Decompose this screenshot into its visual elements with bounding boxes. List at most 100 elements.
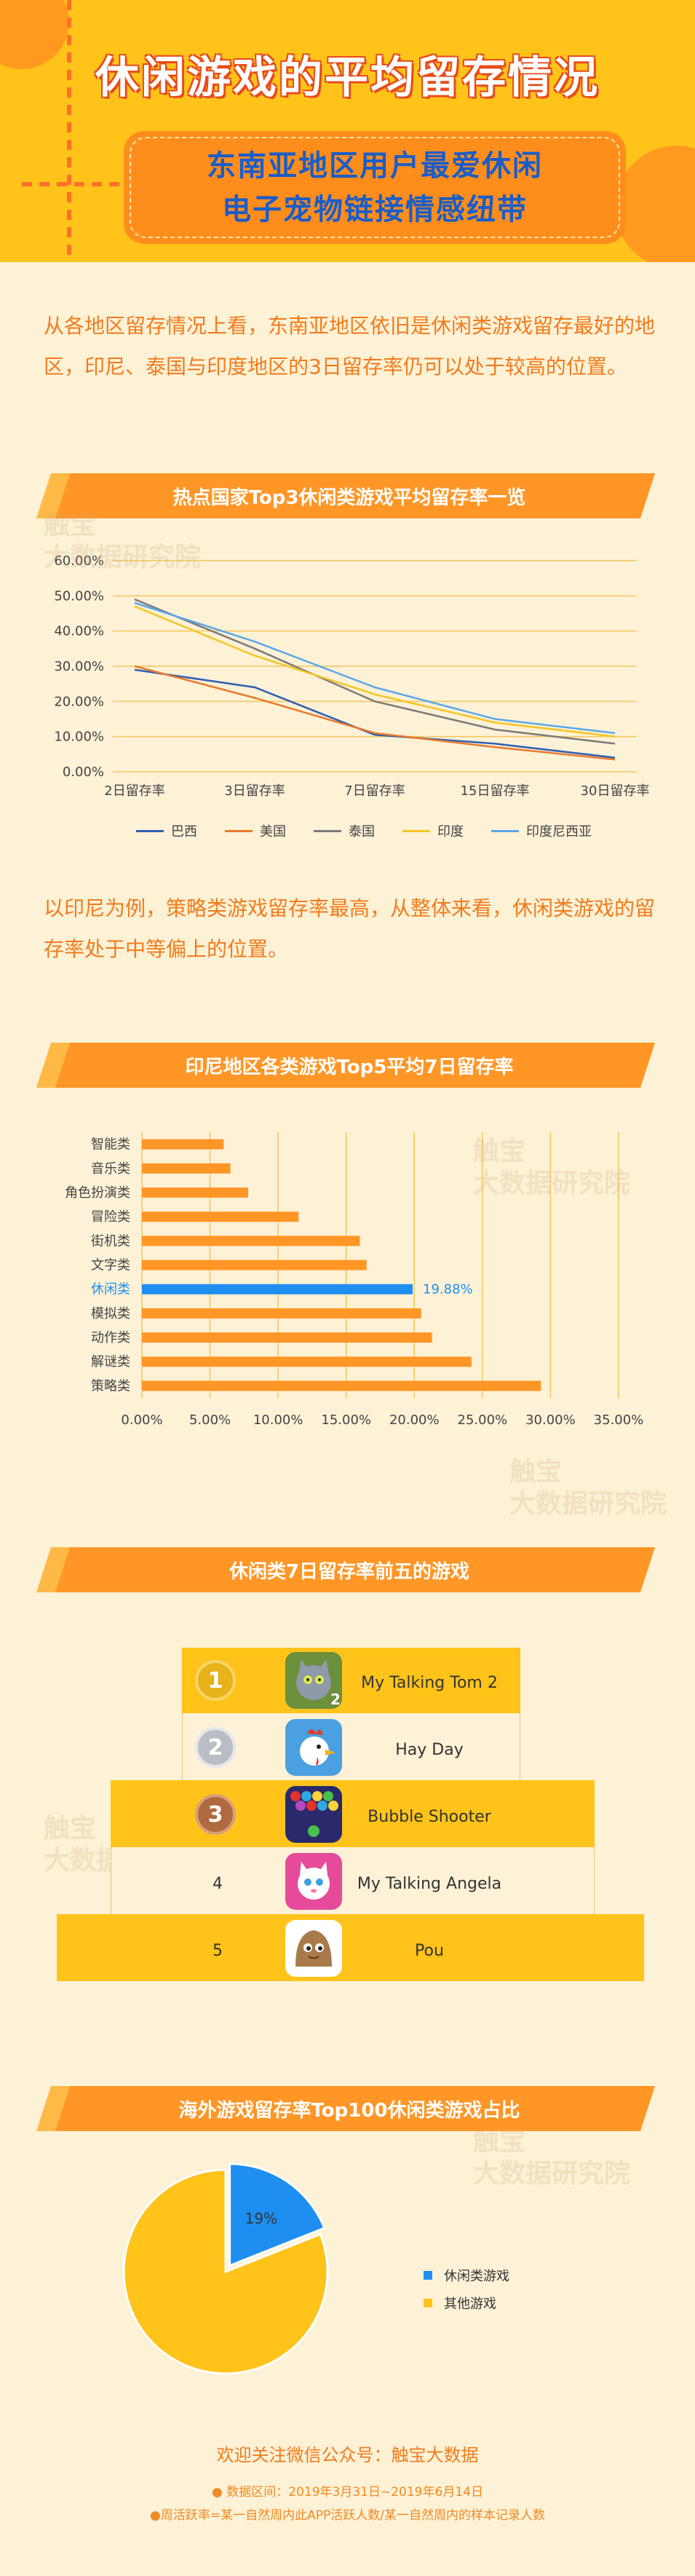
- game-name: Pou: [415, 1942, 444, 1960]
- y-tick-label: 40.00%: [54, 624, 104, 639]
- game-name: Hay Day: [395, 1741, 464, 1759]
- legend-swatch: [491, 829, 519, 832]
- x-tick-label: 15.00%: [321, 1413, 371, 1428]
- bar: [142, 1356, 472, 1367]
- y-category-label: 策略类: [91, 1378, 130, 1394]
- line-chart-legend: 巴西 美国 泰国 印度 印度尼西亚: [109, 820, 619, 842]
- y-category-label: 动作类: [91, 1330, 130, 1346]
- subtitle-line-1: 东南亚地区用户最爱休闲: [207, 149, 543, 183]
- legend-label: 巴西: [171, 824, 197, 839]
- x-tick-label: 3日留存率: [224, 783, 285, 799]
- decorative-dashed-line: [67, 0, 71, 262]
- bar: [142, 1332, 432, 1343]
- pie-slice: [229, 2162, 326, 2267]
- section-header-line-chart: 热点国家Top3休闲类游戏平均留存率一览: [36, 473, 656, 518]
- x-tick-label: 30.00%: [525, 1413, 576, 1428]
- y-tick-label: 0.00%: [63, 764, 104, 780]
- y-category-label: 解谜类: [91, 1354, 130, 1370]
- x-tick-label: 30日留存率: [581, 783, 650, 799]
- legend-item: 印度尼西亚: [491, 820, 592, 842]
- x-tick-label: 15日留存率: [461, 783, 530, 799]
- y-category-label: 冒险类: [91, 1209, 130, 1225]
- pie-chart: 19%: [122, 2162, 329, 2375]
- rank-row-bg: [182, 1648, 520, 1713]
- rank-row-bg: [57, 1914, 644, 1981]
- bar: [142, 1260, 367, 1271]
- rank-row-bg: [111, 1847, 595, 1914]
- game-name: Bubble Shooter: [368, 1808, 491, 1826]
- bar: [142, 1236, 360, 1246]
- y-category-label: 角色扮演类: [65, 1185, 130, 1201]
- y-category-label: 街机类: [91, 1233, 130, 1249]
- x-tick-label: 7日留存率: [344, 783, 405, 799]
- hero-banner: 休闲游戏的平均留存情况 东南亚地区用户最爱休闲 电子宠物链接情感纽带: [0, 0, 695, 262]
- x-tick-label: 0.00%: [121, 1413, 162, 1428]
- bar: [142, 1187, 248, 1198]
- legend-swatch: [225, 829, 253, 832]
- gold-medal-icon: 1: [195, 1660, 236, 1701]
- section-title: 印尼地区各类游戏Top5平均7日留存率: [185, 1056, 514, 1078]
- y-tick-label: 30.00%: [54, 659, 104, 674]
- bar: [142, 1380, 541, 1391]
- legend-label: 泰国: [349, 824, 375, 839]
- subtitle-line-2: 电子宠物链接情感纽带: [222, 192, 528, 226]
- rank-row-bg: [182, 1713, 520, 1780]
- y-category-label: 休闲类: [91, 1282, 130, 1297]
- legend-item: 印度: [402, 820, 464, 842]
- x-tick-label: 20.00%: [389, 1413, 440, 1428]
- pie-slice-label: 19%: [245, 2210, 277, 2227]
- bar: [142, 1139, 224, 1150]
- talking-angela-icon: [285, 1853, 342, 1910]
- x-tick-label: 5.00%: [189, 1413, 231, 1428]
- legend-swatch: [136, 829, 164, 832]
- game-name: My Talking Tom 2: [361, 1674, 498, 1692]
- legend-label: 美国: [260, 824, 286, 839]
- svg-text:2: 2: [330, 1691, 341, 1708]
- section-header-pie-chart: 海外游戏留存率Top100休闲类游戏占比: [36, 2086, 656, 2131]
- legend-label: 印度尼西亚: [526, 824, 592, 839]
- y-tick-label: 50.00%: [54, 588, 104, 604]
- watermark: 触宝大数据研究院: [509, 1457, 667, 1519]
- footer-note-definition: ●周活跃率=某一自然周内此APP活跃人数/某一自然周内的样本记录人数: [150, 2508, 545, 2523]
- watermark: 触宝大数据研究院: [473, 2127, 631, 2189]
- series-line-泰国: [134, 598, 616, 745]
- decorative-circle: [615, 146, 695, 262]
- hay-day-rooster-icon: [285, 1719, 342, 1776]
- section-title: 海外游戏留存率Top100休闲类游戏占比: [178, 2099, 520, 2122]
- pou-icon: [285, 1920, 342, 1977]
- bar: [142, 1308, 421, 1319]
- legend-item: 泰国: [314, 820, 375, 842]
- legend-item: 巴西: [136, 820, 197, 842]
- section-title: 休闲类7日留存率前五的游戏: [229, 1560, 470, 1583]
- section-header-bar-chart: 印尼地区各类游戏Top5平均7日留存率: [36, 1043, 656, 1088]
- legend-swatch: [402, 829, 430, 832]
- bar: [142, 1212, 299, 1222]
- rank-number: 5: [213, 1942, 223, 1960]
- legend-item: 美国: [225, 820, 286, 842]
- y-tick-label: 20.00%: [54, 694, 104, 709]
- x-tick-label: 25.00%: [458, 1413, 508, 1428]
- line-chart: 0.00% 10.00% 20.00% 30.00% 40.00% 50.00% 60.00…: [54, 553, 650, 799]
- y-tick-label: 10.00%: [54, 730, 104, 745]
- bubble-shooter-icon: [285, 1786, 342, 1843]
- bar: [142, 1163, 231, 1174]
- bar: [142, 1284, 413, 1295]
- y-category-label: 模拟类: [91, 1306, 130, 1321]
- rank-number: 4: [213, 1875, 223, 1893]
- x-tick-label: 10.00%: [253, 1413, 303, 1428]
- section-title: 热点国家Top3休闲类游戏平均留存率一览: [172, 486, 526, 509]
- legend-label: 印度: [437, 824, 464, 839]
- legend-swatch: [314, 829, 341, 832]
- talking-tom-icon: 2: [285, 1652, 342, 1709]
- subtitle-box: 东南亚地区用户最爱休闲 电子宠物链接情感纽带: [124, 131, 626, 244]
- bronze-medal-icon: 3: [195, 1794, 236, 1835]
- section-header-ranking: 休闲类7日留存率前五的游戏: [36, 1547, 656, 1592]
- data-label: 19.88%: [423, 1282, 473, 1297]
- series-line-印度尼西亚: [134, 601, 616, 735]
- footer-note-date-range: ● 数据区间：2019年3月31日~2019年6月14日: [212, 2485, 483, 2500]
- middle-paragraph: 以印尼为例，策略类游戏留存率最高，从整体来看，休闲类游戏的留存率处于中等偏上的位…: [44, 896, 656, 961]
- x-tick-label: 2日留存率: [104, 783, 164, 799]
- pie-legend-item: 休闲类游戏: [424, 2266, 509, 2285]
- x-tick-label: 35.00%: [594, 1413, 644, 1428]
- bar-chart: 0.00% 5.00% 10.00% 15.00% 20.00% 25.00% 30.00%…: [65, 1132, 644, 1428]
